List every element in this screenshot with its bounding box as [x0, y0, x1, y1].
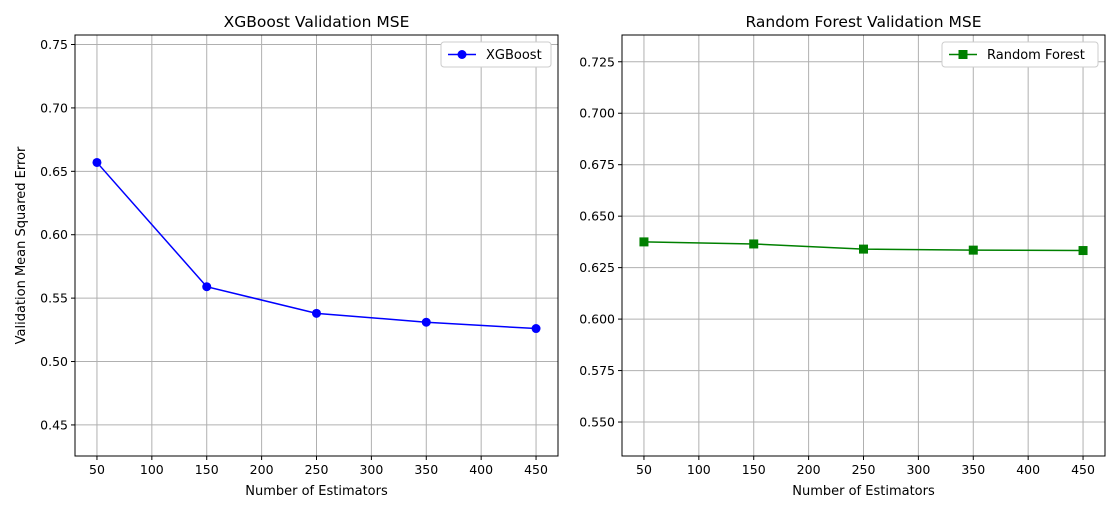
- chart-title: Random Forest Validation MSE: [745, 13, 981, 31]
- x-tick-label: 400: [1016, 462, 1040, 477]
- y-tick-label: 0.700: [579, 106, 615, 121]
- y-tick-label: 0.575: [579, 363, 615, 378]
- y-tick-label: 0.65: [40, 164, 68, 179]
- series-markers: [92, 157, 541, 334]
- y-tick-label: 0.75: [40, 37, 68, 52]
- x-tick-label: 150: [195, 462, 219, 477]
- x-tick-label: 50: [89, 462, 105, 477]
- y-tick-label: 0.550: [579, 415, 615, 430]
- data-point: [92, 157, 102, 167]
- legend-marker-swatch: [958, 50, 968, 59]
- legend: XGBoost: [440, 41, 552, 68]
- y-tick-label: 0.45: [40, 417, 68, 432]
- x-tick-label: 150: [742, 462, 766, 477]
- x-ticks: 50 100 150 200 250 300 350 400 450: [89, 456, 548, 477]
- y-tick-label: 0.55: [40, 291, 68, 306]
- chart-title: XGBoost Validation MSE: [224, 13, 410, 31]
- y-tick-label: 0.725: [579, 54, 615, 69]
- data-point: [202, 282, 212, 292]
- legend-label: Random Forest: [987, 48, 1085, 63]
- random-forest-subplot: 50 100 150 200 250 300 350 400 450 0.550 0.575 0.6…: [579, 13, 1106, 499]
- x-tick-label: 200: [797, 462, 821, 477]
- x-tick-label: 350: [414, 462, 438, 477]
- y-tick-label: 0.675: [579, 157, 615, 172]
- data-point: [1078, 246, 1088, 256]
- x-axis-label: Number of Estimators: [792, 484, 935, 499]
- x-ticks: 50 100 150 200 250 300 350 400 450: [636, 456, 1095, 477]
- legend-marker-swatch: [457, 50, 467, 59]
- y-tick-label: 0.625: [579, 260, 615, 275]
- series-markers: [639, 237, 1088, 256]
- data-point: [749, 239, 759, 249]
- x-tick-label: 250: [852, 462, 876, 477]
- grid: [75, 35, 558, 456]
- grid: [622, 35, 1105, 456]
- data-point: [312, 308, 321, 318]
- y-tick-label: 0.650: [579, 209, 615, 224]
- x-tick-label: 200: [250, 462, 274, 477]
- x-tick-label: 50: [636, 462, 652, 477]
- y-axis-label: Validation Mean Squared Error: [14, 146, 29, 344]
- x-tick-label: 400: [469, 462, 493, 477]
- legend-label: XGBoost: [486, 48, 542, 63]
- y-tick-label: 0.70: [40, 100, 68, 115]
- data-point: [531, 324, 541, 334]
- legend: Random Forest: [941, 41, 1099, 68]
- x-tick-label: 300: [359, 462, 383, 477]
- x-axis-label: Number of Estimators: [245, 484, 388, 499]
- y-ticks: 0.550 0.575 0.600 0.625 0.650 0.675 0.700 0.725: [579, 54, 622, 430]
- data-point: [639, 237, 649, 247]
- x-tick-label: 250: [305, 462, 329, 477]
- y-tick-label: 0.60: [40, 227, 68, 242]
- data-point: [421, 317, 431, 327]
- xgboost-subplot: 50 100 150 200 250 300 350 400 450 0.450.500.550…: [14, 13, 559, 499]
- y-tick-label: 0.600: [579, 312, 615, 327]
- y-tick-label: 0.50: [40, 354, 68, 369]
- x-tick-label: 300: [906, 462, 930, 477]
- data-point: [968, 245, 978, 255]
- x-tick-label: 450: [524, 462, 548, 477]
- y-ticks: 0.45 0.50 0.55 0.60 0.65 0.70 0.75: [40, 37, 75, 432]
- legend-box: [440, 41, 552, 68]
- legend-box: [941, 41, 1099, 68]
- x-tick-label: 100: [687, 462, 711, 477]
- x-tick-label: 350: [961, 462, 985, 477]
- x-tick-label: 450: [1071, 462, 1095, 477]
- x-tick-label: 100: [140, 462, 164, 477]
- data-point: [859, 244, 868, 254]
